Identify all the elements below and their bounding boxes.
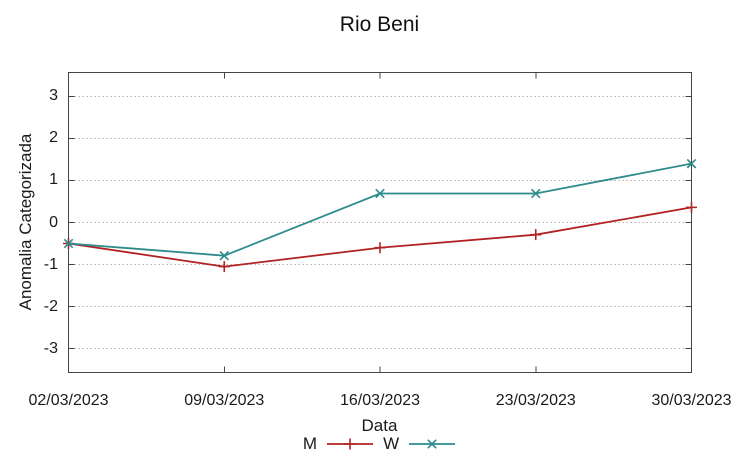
y-tick-label: -1: [43, 255, 58, 273]
legend-line-sample: [409, 439, 456, 449]
legend-label: M: [302, 434, 318, 453]
legend-label: W: [383, 434, 400, 453]
legend-item-M: M: [303, 434, 374, 454]
series-markers-M: [63, 201, 697, 273]
y-tick-label: -3: [43, 339, 58, 357]
y-tick-label: 0: [49, 213, 58, 231]
legend-line-sample: [327, 438, 374, 450]
series-line-M: [68, 206, 692, 268]
x-marker-icon: [427, 439, 437, 449]
x-tick-label: 02/03/2023: [28, 392, 109, 409]
x-tick-label: 09/03/2023: [184, 392, 265, 409]
series-markers-W: [63, 158, 697, 261]
y-tick-label: 3: [49, 87, 58, 105]
chart-title: Rio Beni: [339, 13, 420, 36]
x-tick-label: 16/03/2023: [339, 392, 421, 409]
plus-marker-icon: [344, 438, 356, 450]
series-line-W: [68, 162, 692, 257]
y-tick-label: 1: [49, 171, 58, 189]
x-tick-label: 30/03/2023: [651, 392, 732, 409]
x-tick-label: 23/03/2023: [495, 392, 576, 409]
y-tick-label: -2: [43, 297, 58, 315]
y-tick-label: 2: [49, 129, 58, 147]
x-axis-label: Data: [361, 416, 398, 435]
legend-item-W: W: [383, 434, 456, 454]
